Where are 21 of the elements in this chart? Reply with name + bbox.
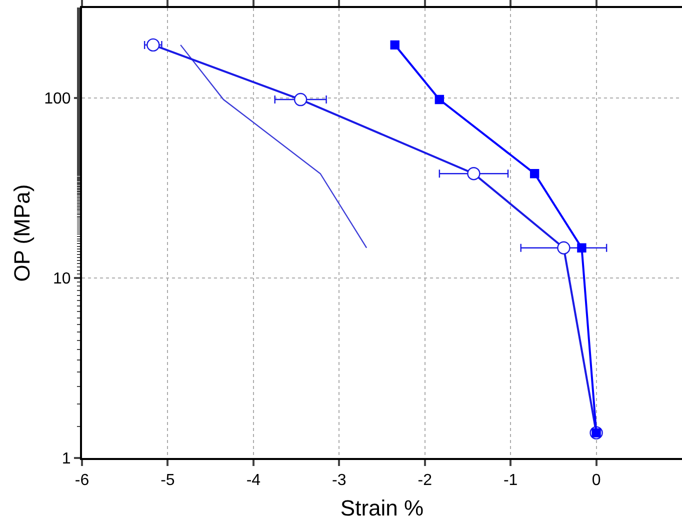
point bbox=[557, 241, 570, 254]
x-tick-label: -1 bbox=[503, 472, 518, 490]
point bbox=[146, 38, 160, 52]
point bbox=[294, 92, 308, 106]
point bbox=[390, 40, 400, 50]
y-tick-label: 100 bbox=[44, 90, 71, 108]
x-tick-label: -4 bbox=[246, 472, 261, 490]
point bbox=[577, 243, 586, 252]
point bbox=[530, 169, 540, 178]
x-tick-label: 0 bbox=[592, 472, 601, 490]
y-tick-label: 10 bbox=[53, 270, 71, 288]
x-axis-title: Strain % bbox=[340, 496, 424, 521]
y-tick-label: 1 bbox=[62, 450, 71, 468]
x-tick-label: -5 bbox=[160, 472, 175, 490]
x-tick-label: -6 bbox=[74, 472, 90, 490]
x-tick-label: -3 bbox=[332, 472, 346, 490]
point bbox=[434, 94, 444, 104]
point bbox=[467, 167, 480, 180]
line-series bbox=[180, 44, 368, 248]
x-tick-label: -2 bbox=[418, 472, 432, 490]
y-axis-title: OP (MPa) bbox=[9, 184, 34, 282]
